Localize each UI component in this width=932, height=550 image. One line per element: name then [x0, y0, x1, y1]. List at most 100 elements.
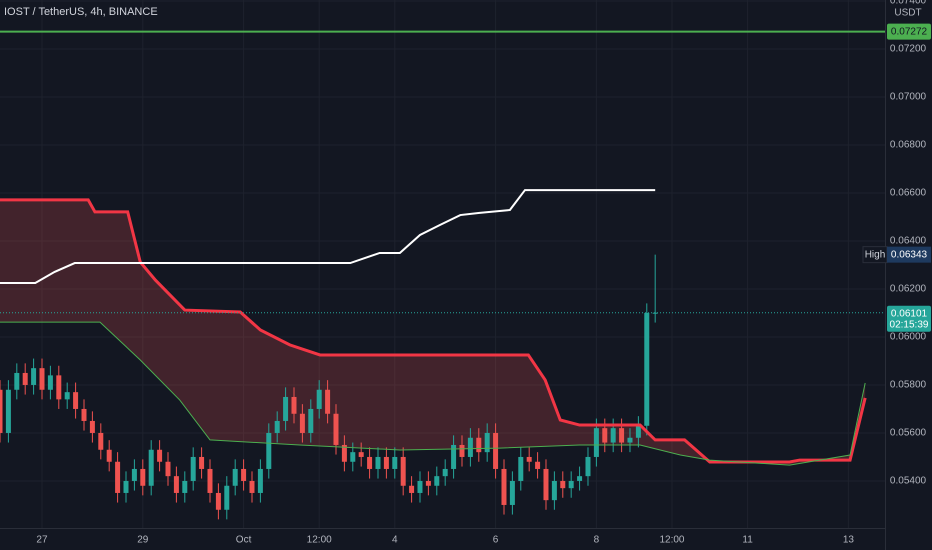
candle-body: [81, 408, 87, 421]
candle-body: [400, 456, 406, 486]
candle-body: [476, 437, 482, 453]
candle-body: [627, 437, 633, 443]
candle-body: [274, 420, 280, 433]
candle-body: [39, 368, 45, 390]
candle-body: [593, 428, 599, 457]
y-tick-label: 0.06600: [890, 188, 927, 199]
x-tick-label: 12:00: [659, 535, 684, 546]
price-label-box: [887, 23, 931, 40]
candle-body: [123, 480, 129, 493]
candle-body: [73, 392, 79, 409]
candle-body: [47, 375, 53, 390]
candle-body: [577, 476, 583, 481]
candle-body: [106, 449, 112, 462]
high-value: 0.06343: [891, 249, 928, 260]
y-tick-label: 0.05800: [890, 380, 927, 391]
candle-body: [291, 396, 297, 414]
candle-body: [283, 396, 289, 421]
candle-body: [56, 375, 62, 400]
candle-body: [602, 428, 608, 443]
candle-body: [451, 444, 457, 469]
x-tick-label: 27: [36, 535, 48, 546]
candle-body: [215, 492, 221, 510]
candle-body: [367, 456, 373, 469]
candle-body: [434, 476, 440, 486]
candle-body: [375, 456, 381, 469]
high-value-box: [887, 246, 931, 263]
candle-body: [89, 420, 95, 433]
candle-body: [299, 413, 305, 433]
candle-body: [442, 468, 448, 477]
y-tick-label: 0.06800: [890, 140, 927, 151]
candle-body: [509, 480, 515, 505]
y-tick-label: 0.07200: [890, 44, 927, 55]
candle-body: [484, 432, 490, 453]
candle-body: [157, 449, 163, 462]
indicator-line: [0, 189, 656, 284]
candle-body: [308, 408, 314, 433]
candle-body: [165, 461, 171, 477]
candle-body: [535, 461, 541, 469]
candle-body: [140, 468, 146, 486]
candle-body: [207, 468, 213, 493]
countdown: 02:15:39: [890, 319, 929, 330]
candle-body: [644, 312, 650, 426]
x-tick-label: 29: [137, 535, 149, 546]
candle-body: [383, 456, 389, 469]
high-tag: High: [865, 249, 886, 260]
axes: 0.05400 0.05600 0.05800 0.06000 0.06200 0.064…: [36, 0, 931, 546]
y-tick-label: 0.07400: [890, 0, 927, 7]
y-tick-label: 0.05600: [890, 428, 927, 439]
y-tick-label: 0.07000: [890, 92, 927, 103]
cloud-fill: [0, 199, 866, 466]
chart-title: IOST / TetherUS, 4h, BINANCE: [4, 6, 158, 18]
candle-body: [266, 432, 272, 469]
y-tick-label: 0.06400: [890, 236, 927, 247]
candle-body: [98, 432, 104, 450]
candle-body: [190, 456, 196, 481]
candle-body: [568, 480, 574, 489]
candle-body: [232, 468, 238, 486]
candle-body: [358, 452, 364, 457]
candle-body: [652, 312, 658, 314]
last-price-box: [887, 305, 931, 332]
candle-body: [518, 456, 524, 481]
candle-body: [585, 456, 591, 477]
candle-body: [543, 468, 549, 501]
candle-body: [0, 389, 3, 433]
overlay: [0, 30, 885, 466]
x-tick-label: 12:00: [307, 535, 332, 546]
candle-body: [560, 480, 566, 489]
x-tick-label: 6: [493, 535, 499, 546]
candle-body: [551, 480, 557, 501]
candle-body: [325, 389, 331, 414]
candle-body: [224, 485, 230, 510]
candle-body: [501, 468, 507, 505]
candle-body: [459, 444, 465, 457]
candle-body: [5, 389, 11, 433]
candle-body: [619, 428, 625, 443]
x-tick-label: 13: [843, 535, 855, 546]
x-tick-label: Oct: [236, 535, 252, 546]
last-price: 0.06101: [891, 308, 928, 319]
candle-body: [257, 468, 263, 493]
price-label: 0.07272: [891, 26, 928, 37]
candle-body: [31, 368, 37, 385]
candle-body: [64, 392, 70, 400]
unit-label: USDT: [894, 8, 921, 19]
x-tick-label: 4: [392, 535, 398, 546]
candle-body: [493, 432, 499, 469]
y-tick-label: 0.06000: [890, 332, 927, 343]
candle-body: [14, 372, 20, 390]
candle-body: [173, 476, 179, 493]
candle-body: [526, 456, 532, 462]
x-tick-label: 8: [594, 535, 600, 546]
candle-body: [199, 456, 205, 469]
candle-body: [610, 428, 616, 443]
candle-body: [131, 468, 137, 481]
candle-body: [425, 480, 431, 486]
candle-body: [392, 456, 398, 469]
